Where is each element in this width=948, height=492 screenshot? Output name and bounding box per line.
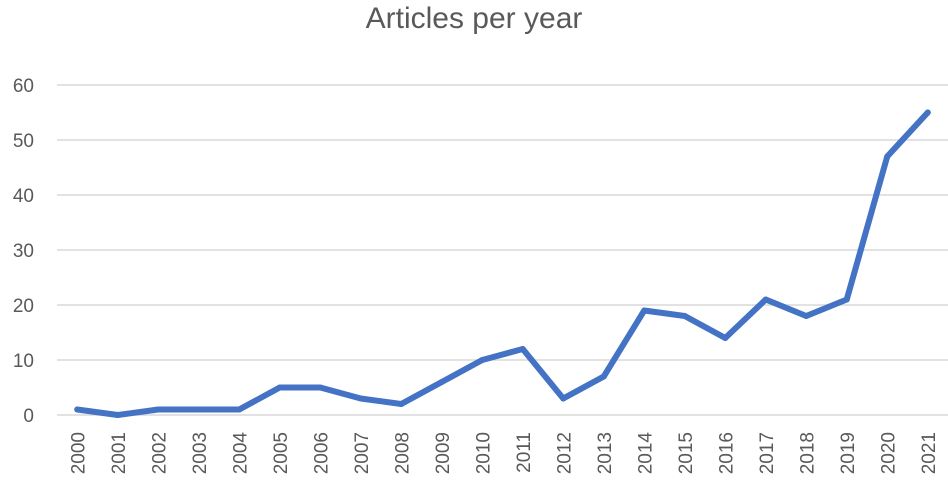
x-axis-tick-labels: 2000 2001 2002 2003 2004 2005 2006 2007 2008 2009… [68, 432, 940, 475]
data-point [155, 406, 162, 413]
x-tick-label: 2003 [190, 432, 211, 474]
x-tick-label: 2021 [919, 432, 940, 474]
data-point [519, 346, 526, 352]
data-point [843, 296, 850, 303]
data-point [641, 307, 648, 314]
y-axis-tick-labels: 0 10 20 30 40 50 60 [13, 76, 34, 427]
data-point [236, 406, 243, 413]
data-point [74, 406, 81, 413]
y-tick-label: 40 [13, 186, 34, 207]
gridlines [57, 84, 948, 416]
data-point [276, 384, 283, 391]
x-tick-label: 2015 [676, 432, 697, 474]
data-point [114, 412, 121, 418]
x-tick-label: 2020 [878, 432, 899, 474]
series-line [74, 109, 931, 418]
data-point [681, 313, 688, 319]
data-point [803, 313, 810, 319]
y-tick-label: 0 [23, 406, 34, 427]
x-tick-label: 2002 [149, 432, 170, 474]
x-tick-label: 2019 [838, 432, 859, 474]
y-tick-label: 20 [13, 296, 34, 317]
data-point [560, 395, 567, 402]
y-tick-label: 50 [13, 131, 34, 152]
x-tick-label: 2016 [716, 432, 737, 474]
x-tick-label: 2018 [797, 432, 818, 474]
data-point [722, 335, 729, 341]
data-point [398, 401, 405, 407]
data-point [762, 296, 769, 303]
x-tick-label: 2005 [271, 432, 292, 474]
x-tick-label: 2017 [757, 432, 778, 474]
data-point [924, 109, 931, 116]
x-tick-label: 2000 [68, 432, 89, 474]
x-tick-label: 2008 [392, 432, 413, 474]
y-tick-label: 10 [13, 351, 34, 372]
x-tick-label: 2007 [352, 432, 373, 474]
y-tick-label: 60 [13, 76, 34, 97]
data-point [357, 395, 364, 402]
data-points [74, 109, 931, 418]
x-tick-label: 2012 [554, 432, 575, 474]
x-tick-label: 2010 [473, 432, 494, 474]
data-point [884, 153, 891, 160]
x-tick-label: 2009 [433, 432, 454, 474]
x-tick-label: 2014 [635, 432, 656, 475]
x-tick-label: 2001 [109, 432, 130, 474]
x-tick-label: 2006 [311, 432, 332, 474]
data-point [195, 406, 202, 413]
x-tick-label: 2011 [514, 432, 535, 473]
y-tick-label: 30 [13, 241, 34, 262]
data-point [479, 357, 486, 363]
chart-title: Articles per year [365, 2, 583, 35]
data-point [600, 373, 607, 380]
data-point [438, 379, 445, 385]
x-tick-label: 2004 [230, 432, 251, 475]
x-tick-label: 2013 [595, 432, 616, 474]
data-point [317, 384, 324, 391]
